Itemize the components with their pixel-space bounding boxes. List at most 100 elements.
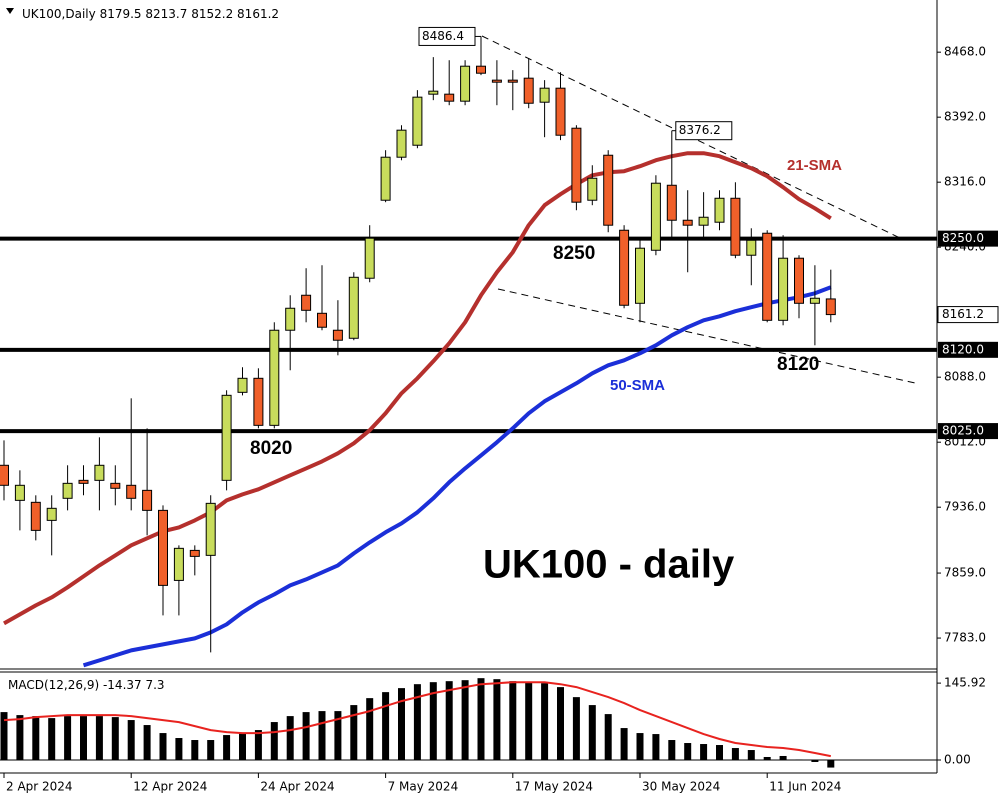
macd-bar [620,728,628,760]
macd-bar [763,756,771,760]
macd-bar [493,679,501,760]
symbol: UK100,Daily [22,7,96,21]
candle-body [825,298,836,316]
candle-body [507,79,518,83]
candle-body [762,232,773,321]
macd-bar [254,730,262,760]
x-tick-label: 30 May 2024 [642,780,720,794]
macd-bar [525,682,533,760]
callout-label: 8376.2 [679,123,721,137]
macd-bar [127,720,135,760]
candle-body [285,307,296,331]
level-label-box [938,423,998,440]
candle-body [523,77,534,104]
macd-bar [16,715,24,760]
candle-body [301,294,312,311]
candle-body [444,93,455,102]
signal-value: 7.3 [145,678,164,692]
callout-label: 8486.4 [422,29,464,43]
macd-bar [175,738,183,760]
candle-body [412,96,423,146]
candle-body [460,65,471,102]
macd-bar [382,692,390,760]
y-tick-label: 8392.0 [944,110,986,124]
y-tick-label: 8088.0 [944,370,986,384]
candle-body [491,79,502,83]
candle-body [110,482,121,489]
level-note: 8020 [250,438,292,459]
menu-arrow[interactable] [6,8,14,14]
candle-body [619,229,630,306]
candle-body [794,257,804,304]
sma-line [3,151,832,626]
callout-box [418,26,476,46]
macd-bar [318,711,326,760]
y-tick-label: 145.92 [944,676,986,690]
candle-body [30,501,41,531]
candle-body [126,484,137,499]
candle-body [428,90,439,95]
header: UK100,Daily 8179.5 8213.7 8152.2 8161.2 [22,7,279,21]
macd-bar [795,759,803,760]
macd-bar [64,716,72,760]
candle-body [237,377,248,393]
candle-body [189,549,200,557]
macd-bar [111,717,119,760]
candle-body [205,502,216,556]
x-tick-label: 12 Apr 2024 [133,780,207,794]
candle-body [809,297,820,304]
candle-body [364,237,375,279]
x-tick-label: 7 May 2024 [388,780,459,794]
macd-bar [239,733,246,760]
macd-bar [779,755,787,760]
callout-box [675,121,733,141]
candle-body [78,479,89,484]
candle-body [221,394,232,481]
level-label: 8025.0 [942,424,984,438]
candle-body [603,154,614,226]
candle-body [746,239,757,256]
high-value: 8213.7 [145,7,187,21]
macd-bar [461,680,469,760]
macd-bar [429,682,437,760]
candle-body [650,182,661,251]
sma-line [82,285,832,668]
macd-title: MACD(12,26,9) [8,678,99,692]
x-tick-label: 2 Apr 2024 [6,780,73,794]
macd-bar [811,759,819,762]
y-tick-label: 0.00 [944,752,971,766]
macd-bar [286,716,294,760]
candle-body [778,257,789,321]
candle-body [682,219,693,226]
macd-bar [827,759,835,768]
macd-bar [302,712,310,760]
candle-body [253,377,264,426]
level-label: 8120.0 [942,342,984,356]
macd-bar [700,744,708,760]
sma-label: 21-SMA [787,157,842,174]
level-label-box [938,341,998,358]
candle-body [476,65,486,74]
level-note: 8250 [553,243,595,264]
watermark: UK100 - daily [483,543,735,587]
close-value: 8161.2 [237,7,279,21]
macd-bar [747,750,755,760]
macd-bar [588,705,596,760]
signal-line [3,681,831,758]
macd-value: -14.37 [103,678,142,692]
low-value: 8152.2 [191,7,233,21]
macd-bar [48,718,56,760]
x-tick-label: 11 Jun 2024 [769,780,841,794]
candle-body [635,247,645,304]
open-value: 8179.5 [100,7,142,21]
x-tick-label: 24 Apr 2024 [260,780,334,794]
macd-bar [541,683,549,760]
y-tick-label: 7859.0 [944,566,986,580]
macd-bar [477,678,485,760]
candle-body [666,184,677,221]
candle-body [173,547,184,581]
candle-body [380,156,391,201]
macd-bar [731,748,739,760]
candle-body [698,216,709,226]
